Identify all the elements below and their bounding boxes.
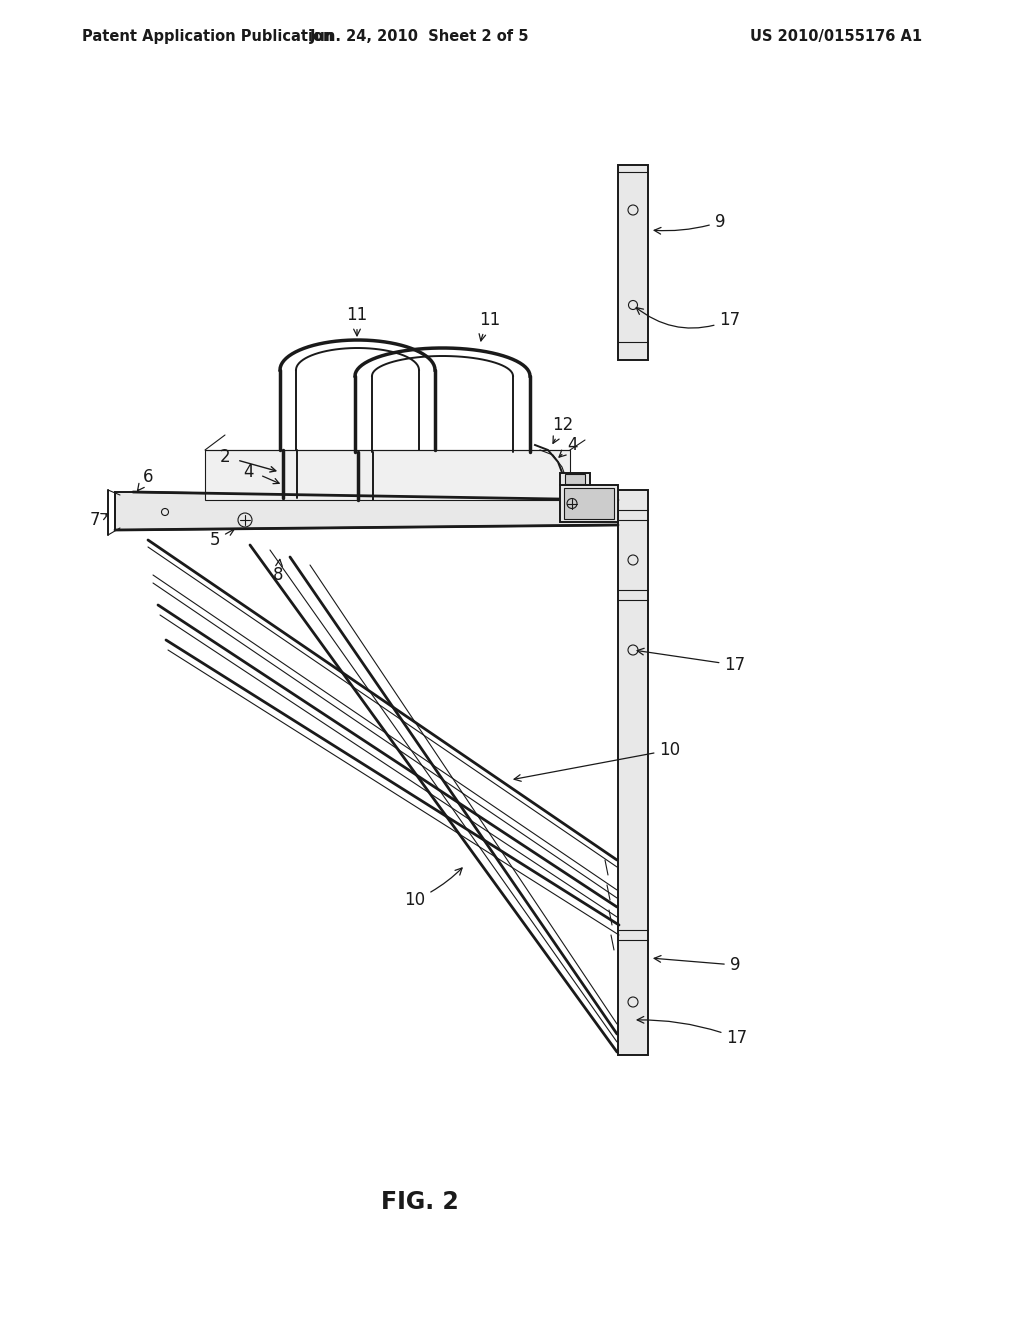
Polygon shape — [115, 492, 618, 531]
Text: 11: 11 — [479, 312, 501, 341]
Bar — [560, 484, 618, 521]
Bar — [565, 474, 585, 484]
Text: 6: 6 — [137, 469, 154, 491]
Text: 17: 17 — [637, 648, 745, 675]
Text: 10: 10 — [514, 741, 681, 781]
Text: 9: 9 — [654, 956, 740, 974]
Text: 10: 10 — [404, 869, 462, 909]
Text: 5: 5 — [210, 529, 234, 549]
Text: FIG. 2: FIG. 2 — [381, 1191, 459, 1214]
Bar — [564, 488, 614, 519]
Text: Jun. 24, 2010  Sheet 2 of 5: Jun. 24, 2010 Sheet 2 of 5 — [310, 29, 529, 45]
Text: 2: 2 — [220, 447, 230, 466]
Bar — [560, 473, 590, 484]
Polygon shape — [618, 490, 648, 1055]
Text: 4: 4 — [243, 463, 253, 480]
Text: 8: 8 — [272, 560, 284, 583]
Text: 11: 11 — [346, 306, 368, 335]
Text: US 2010/0155176 A1: US 2010/0155176 A1 — [750, 29, 923, 45]
Text: 17: 17 — [636, 308, 740, 329]
Text: 12: 12 — [552, 416, 573, 444]
Text: 17: 17 — [637, 1016, 748, 1047]
Text: 7: 7 — [90, 511, 109, 529]
Polygon shape — [618, 165, 648, 360]
Text: Patent Application Publication: Patent Application Publication — [82, 29, 334, 45]
Polygon shape — [205, 450, 570, 500]
Text: 9: 9 — [654, 213, 725, 234]
Text: 4: 4 — [559, 436, 578, 457]
